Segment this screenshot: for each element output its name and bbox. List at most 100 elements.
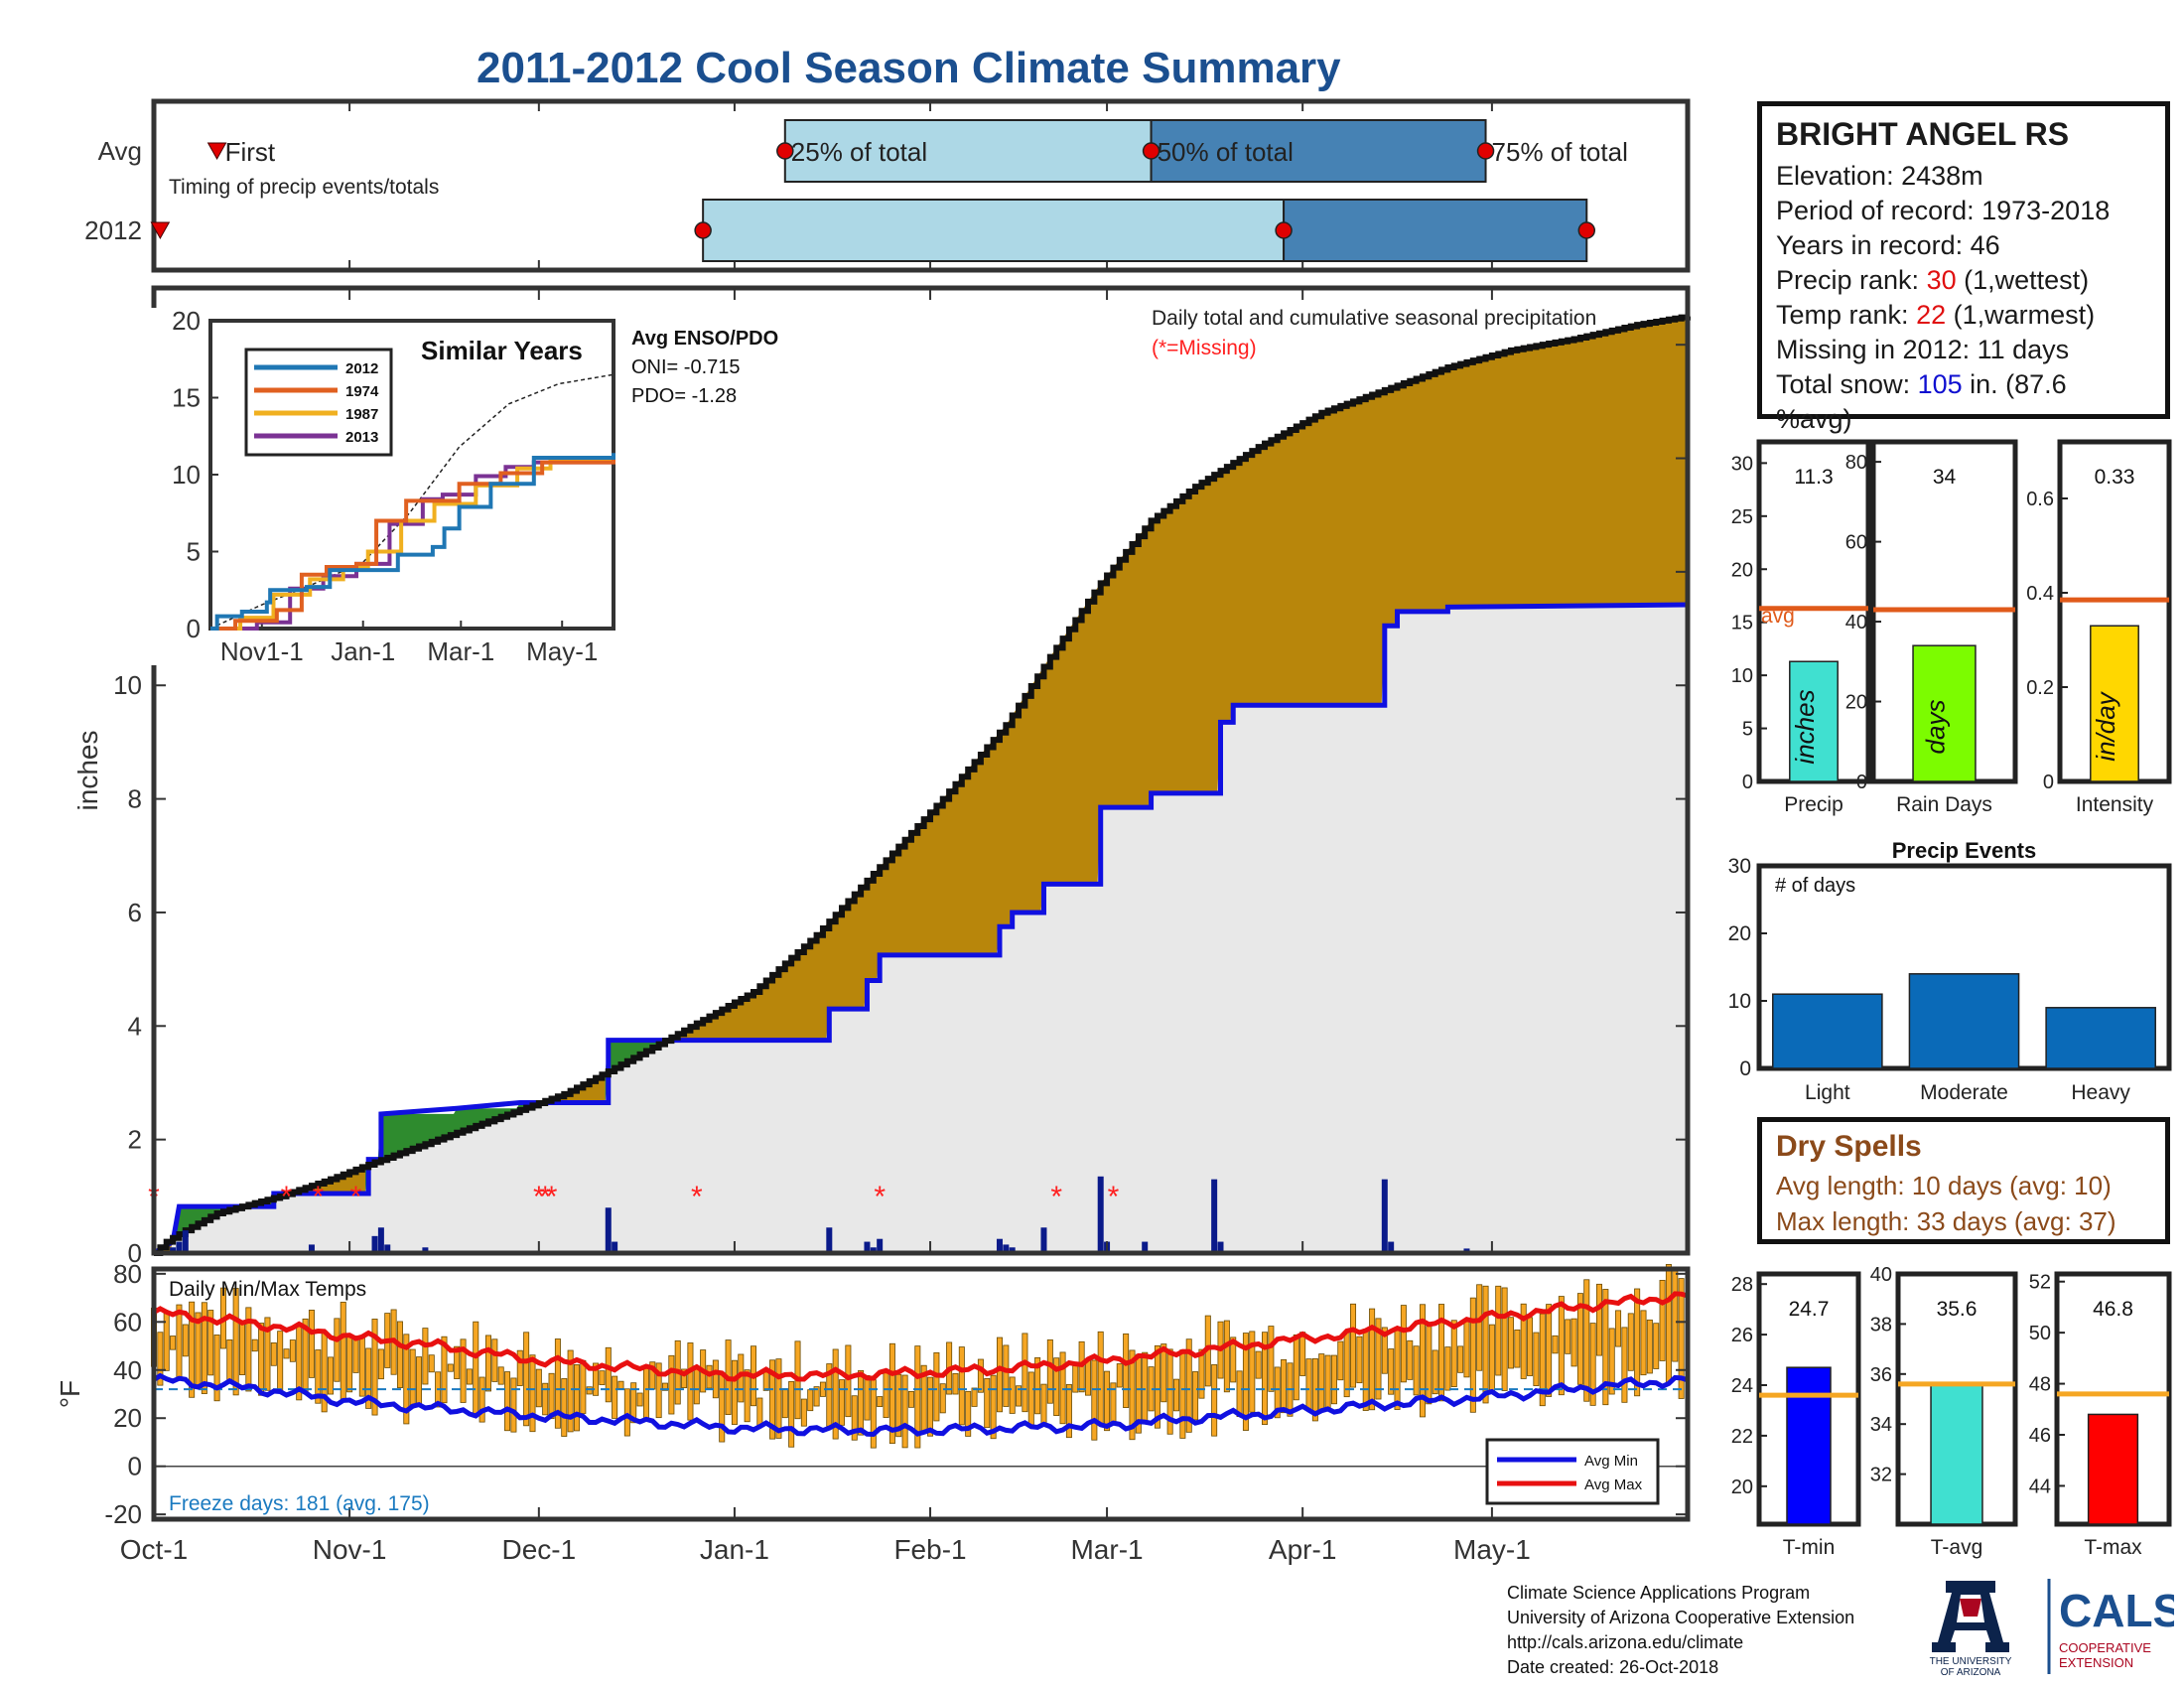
cals-logo: CALS COOPERATIVE EXTENSION bbox=[2047, 1579, 2174, 1674]
daily-temp-range-bar bbox=[1413, 1345, 1420, 1396]
daily-temp-range-bar bbox=[756, 1397, 763, 1427]
daily-temp-range-bar bbox=[232, 1288, 239, 1396]
daily-temp-range-bar bbox=[1173, 1378, 1180, 1412]
daily-temp-range-bar bbox=[1160, 1343, 1167, 1403]
daily-temp-range-bar bbox=[567, 1349, 574, 1433]
daily-temp-range-bar bbox=[1640, 1310, 1647, 1376]
daily-temp-range-bar bbox=[529, 1354, 536, 1433]
daily-precip-bar bbox=[864, 1241, 871, 1253]
years-in-record: Years in record: 46 bbox=[1776, 230, 2000, 260]
summary-unit-Precip: inches bbox=[1790, 689, 1820, 764]
summary-value-Precip: 11.3 bbox=[1794, 466, 1833, 489]
daily-temp-range-bar bbox=[516, 1349, 523, 1386]
events-ytick-label: 10 bbox=[1728, 990, 1751, 1013]
temp-bg bbox=[154, 1269, 1688, 1519]
daily-temp-range-bar bbox=[1154, 1344, 1160, 1429]
temp-ytick-label: 20 bbox=[113, 1403, 142, 1433]
missing-marker: * bbox=[546, 1181, 558, 1213]
daily-temp-range-bar bbox=[270, 1342, 277, 1366]
daily-temp-range-bar bbox=[1343, 1331, 1350, 1398]
daily-precip-bar bbox=[605, 1207, 612, 1253]
summary-ytick-label: 40 bbox=[1845, 612, 1867, 633]
daily-temp-range-bar bbox=[491, 1338, 498, 1382]
daily-temp-range-bar bbox=[642, 1367, 649, 1420]
date-xtick-label: Oct-1 bbox=[120, 1534, 188, 1565]
daily-temp-range-bar bbox=[1634, 1288, 1641, 1397]
inset-frame bbox=[208, 319, 615, 631]
daily-temp-range-bar bbox=[207, 1310, 214, 1376]
inset-xtick-label: May-1 bbox=[526, 636, 598, 666]
timing-marker-p75 bbox=[1476, 142, 1495, 160]
daily-temp-range-bar bbox=[447, 1363, 454, 1372]
daily-precip-bar bbox=[1381, 1179, 1388, 1253]
daily-temp-range-bar bbox=[478, 1376, 485, 1423]
summary-ytick-label: 80 bbox=[1845, 452, 1867, 474]
daily-temp-range-bar bbox=[933, 1351, 940, 1422]
daily-temp-range-bar bbox=[289, 1339, 296, 1362]
events-title: Precip Events bbox=[1892, 838, 2037, 863]
events-xtick-label: Light bbox=[1805, 1081, 1850, 1104]
daily-temp-range-bar bbox=[693, 1366, 700, 1405]
daily-temp-range-bar bbox=[781, 1388, 788, 1419]
surplus-area bbox=[286, 1166, 365, 1195]
snow-value: 105 bbox=[1917, 369, 1963, 399]
daily-temp-range-bar bbox=[548, 1372, 555, 1420]
daily-temp-range-bar bbox=[510, 1377, 517, 1433]
daily-temp-range-bar bbox=[1236, 1370, 1243, 1418]
inset-series-line-1974 bbox=[210, 457, 615, 631]
missing-marker: * bbox=[539, 1181, 551, 1213]
daily-temp-range-bar bbox=[901, 1374, 908, 1449]
summary-bar-Intensity bbox=[2090, 625, 2139, 782]
daily-temp-range-bar bbox=[1116, 1363, 1123, 1388]
daily-temp-range-bar bbox=[1003, 1344, 1010, 1407]
footer-line-4: Date created: 26-Oct-2018 bbox=[1507, 1657, 1719, 1677]
daily-temp-range-bar bbox=[580, 1359, 587, 1414]
temp-ytick-label: -20 bbox=[104, 1499, 142, 1529]
daily-temp-range-bar bbox=[1337, 1340, 1344, 1381]
summary-xlabel-Rain Days: Rain Days bbox=[1896, 793, 1992, 816]
timing-marker-p25 bbox=[776, 142, 794, 160]
daily-temp-range-bar bbox=[1444, 1346, 1451, 1391]
daily-temp-range-bar bbox=[1059, 1351, 1066, 1425]
daily-temp-range-bar bbox=[1438, 1304, 1445, 1402]
daily-temp-range-bar bbox=[1123, 1333, 1130, 1409]
daily-temp-range-bar bbox=[554, 1338, 561, 1429]
daily-temp-range-bar bbox=[1249, 1331, 1256, 1413]
daily-temp-range-bar bbox=[586, 1386, 593, 1395]
daily-temp-range-bar bbox=[428, 1354, 435, 1373]
daily-temp-range-bar bbox=[1091, 1359, 1098, 1441]
daily-temp-range-bar bbox=[1678, 1278, 1685, 1399]
daily-temp-range-bar bbox=[1040, 1383, 1047, 1425]
daily-temp-range-bar bbox=[1166, 1348, 1173, 1435]
events-ytick-label: 20 bbox=[1728, 922, 1751, 945]
daily-temp-range-bar bbox=[612, 1375, 618, 1419]
events-xtick-label: Heavy bbox=[2071, 1081, 2130, 1104]
summary-bar-T-min bbox=[1786, 1366, 1832, 1525]
daily-temp-range-bar bbox=[409, 1348, 416, 1406]
daily-temp-range-bar bbox=[1659, 1280, 1666, 1361]
date-xtick-label: Apr-1 bbox=[1269, 1534, 1336, 1565]
daily-temp-range-bar bbox=[1305, 1358, 1312, 1410]
dry-spells-max: Max length: 33 days (avg: 37) bbox=[1776, 1206, 2116, 1236]
daily-temp-range-bar bbox=[800, 1398, 807, 1427]
dry-spells-title: Dry Spells bbox=[1776, 1130, 1922, 1163]
page-title: 2011-2012 Cool Season Climate Summary bbox=[477, 44, 1341, 92]
daily-temp-range-bar bbox=[1211, 1363, 1218, 1437]
daily-temp-range-bar bbox=[623, 1388, 630, 1437]
date-xtick-label: Nov-1 bbox=[313, 1534, 387, 1565]
inset-title: Similar Years bbox=[421, 336, 583, 365]
daily-temp-range-bar bbox=[1097, 1331, 1104, 1426]
summary-ytick-label: 0.2 bbox=[2026, 677, 2054, 699]
precip-ytick-label: 6 bbox=[128, 898, 142, 927]
daily-temp-range-bar bbox=[396, 1321, 403, 1388]
summary-xlabel-Precip: Precip bbox=[1784, 793, 1843, 816]
summary-ytick-label: 28 bbox=[1731, 1274, 1753, 1296]
missing-days: Missing in 2012: 11 days bbox=[1776, 335, 2070, 364]
timing-25-label: 25% of total bbox=[791, 137, 927, 167]
events-xtick-label: Moderate bbox=[1920, 1081, 2008, 1104]
daily-temp-range-bar bbox=[1262, 1332, 1269, 1425]
summary-ytick-label: 34 bbox=[1870, 1414, 1892, 1436]
timing-box-50-75 bbox=[1150, 119, 1487, 183]
daily-temp-range-bar bbox=[422, 1328, 429, 1385]
